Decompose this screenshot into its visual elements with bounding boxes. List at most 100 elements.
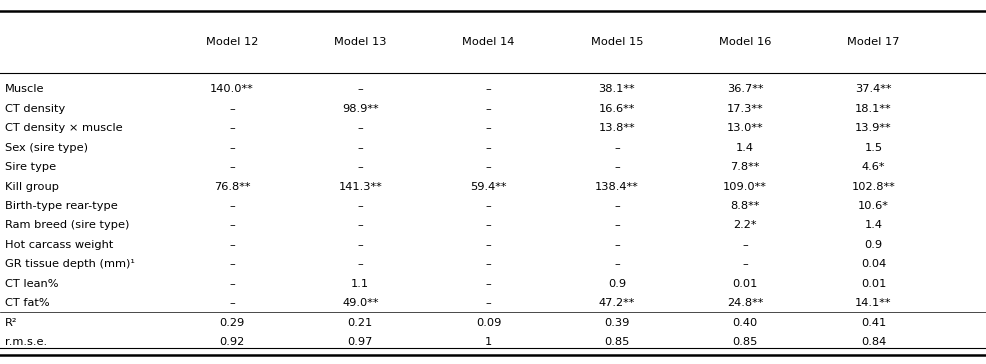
Text: 36.7**: 36.7**	[727, 84, 762, 94]
Text: Kill group: Kill group	[5, 182, 59, 191]
Text: –: –	[229, 201, 235, 211]
Text: 37.4**: 37.4**	[855, 84, 890, 94]
Text: 0.39: 0.39	[603, 318, 629, 328]
Text: 0.41: 0.41	[860, 318, 885, 328]
Text: 47.2**: 47.2**	[599, 298, 634, 308]
Text: –: –	[357, 162, 363, 172]
Text: Model 17: Model 17	[846, 37, 899, 47]
Text: 13.8**: 13.8**	[598, 123, 635, 133]
Text: –: –	[485, 221, 491, 230]
Text: 8.8**: 8.8**	[730, 201, 759, 211]
Text: 14.1**: 14.1**	[855, 298, 890, 308]
Text: 18.1**: 18.1**	[854, 104, 891, 114]
Text: 140.0**: 140.0**	[210, 84, 253, 94]
Text: Model 14: Model 14	[461, 37, 515, 47]
Text: Model 12: Model 12	[205, 37, 258, 47]
Text: –: –	[613, 221, 619, 230]
Text: 24.8**: 24.8**	[727, 298, 762, 308]
Text: R²: R²	[5, 318, 18, 328]
Text: Sex (sire type): Sex (sire type)	[5, 143, 88, 153]
Text: CT fat%: CT fat%	[5, 298, 49, 308]
Text: Muscle: Muscle	[5, 84, 44, 94]
Text: 102.8**: 102.8**	[851, 182, 894, 191]
Text: 141.3**: 141.3**	[338, 182, 382, 191]
Text: 76.8**: 76.8**	[214, 182, 249, 191]
Text: 17.3**: 17.3**	[726, 104, 763, 114]
Text: Birth-type rear-type: Birth-type rear-type	[5, 201, 117, 211]
Text: –: –	[613, 260, 619, 269]
Text: –: –	[229, 298, 235, 308]
Text: –: –	[357, 123, 363, 133]
Text: 2.2*: 2.2*	[733, 221, 756, 230]
Text: 13.0**: 13.0**	[726, 123, 763, 133]
Text: –: –	[229, 123, 235, 133]
Text: –: –	[229, 162, 235, 172]
Text: –: –	[357, 260, 363, 269]
Text: 138.4**: 138.4**	[595, 182, 638, 191]
Text: 7.8**: 7.8**	[730, 162, 759, 172]
Text: 16.6**: 16.6**	[599, 104, 634, 114]
Text: –: –	[613, 201, 619, 211]
Text: –: –	[485, 123, 491, 133]
Text: 0.85: 0.85	[732, 337, 757, 347]
Text: –: –	[613, 240, 619, 250]
Text: 0.84: 0.84	[860, 337, 885, 347]
Text: 0.9: 0.9	[607, 279, 625, 289]
Text: 98.9**: 98.9**	[341, 104, 379, 114]
Text: 0.09: 0.09	[475, 318, 501, 328]
Text: Model 15: Model 15	[590, 37, 643, 47]
Text: Model 13: Model 13	[333, 37, 387, 47]
Text: 0.85: 0.85	[603, 337, 629, 347]
Text: CT density × muscle: CT density × muscle	[5, 123, 122, 133]
Text: –: –	[485, 260, 491, 269]
Text: 59.4**: 59.4**	[470, 182, 506, 191]
Text: –: –	[229, 221, 235, 230]
Text: 38.1**: 38.1**	[598, 84, 635, 94]
Text: –: –	[485, 240, 491, 250]
Text: –: –	[485, 84, 491, 94]
Text: 1: 1	[484, 337, 492, 347]
Text: 13.9**: 13.9**	[854, 123, 891, 133]
Text: –: –	[485, 279, 491, 289]
Text: Model 16: Model 16	[718, 37, 771, 47]
Text: –: –	[485, 201, 491, 211]
Text: –: –	[229, 260, 235, 269]
Text: –: –	[357, 221, 363, 230]
Text: 0.97: 0.97	[347, 337, 373, 347]
Text: GR tissue depth (mm)¹: GR tissue depth (mm)¹	[5, 260, 135, 269]
Text: 0.04: 0.04	[860, 260, 885, 269]
Text: –: –	[229, 104, 235, 114]
Text: Sire type: Sire type	[5, 162, 56, 172]
Text: –: –	[357, 84, 363, 94]
Text: r.m.s.e.: r.m.s.e.	[5, 337, 47, 347]
Text: 109.0**: 109.0**	[723, 182, 766, 191]
Text: –: –	[741, 260, 747, 269]
Text: –: –	[229, 240, 235, 250]
Text: Ram breed (sire type): Ram breed (sire type)	[5, 221, 129, 230]
Text: –: –	[613, 162, 619, 172]
Text: 0.21: 0.21	[347, 318, 373, 328]
Text: 1.5: 1.5	[864, 143, 881, 153]
Text: –: –	[357, 201, 363, 211]
Text: –: –	[229, 143, 235, 153]
Text: 0.29: 0.29	[219, 318, 245, 328]
Text: 0.9: 0.9	[864, 240, 881, 250]
Text: 10.6*: 10.6*	[857, 201, 888, 211]
Text: –: –	[357, 240, 363, 250]
Text: 0.01: 0.01	[860, 279, 885, 289]
Text: 0.92: 0.92	[219, 337, 245, 347]
Text: 1.1: 1.1	[351, 279, 369, 289]
Text: –: –	[485, 298, 491, 308]
Text: 1.4: 1.4	[736, 143, 753, 153]
Text: 4.6*: 4.6*	[861, 162, 884, 172]
Text: –: –	[485, 104, 491, 114]
Text: CT lean%: CT lean%	[5, 279, 58, 289]
Text: 0.40: 0.40	[732, 318, 757, 328]
Text: 1.4: 1.4	[864, 221, 881, 230]
Text: –: –	[485, 143, 491, 153]
Text: –: –	[741, 240, 747, 250]
Text: –: –	[229, 279, 235, 289]
Text: 0.01: 0.01	[732, 279, 757, 289]
Text: Hot carcass weight: Hot carcass weight	[5, 240, 113, 250]
Text: CT density: CT density	[5, 104, 65, 114]
